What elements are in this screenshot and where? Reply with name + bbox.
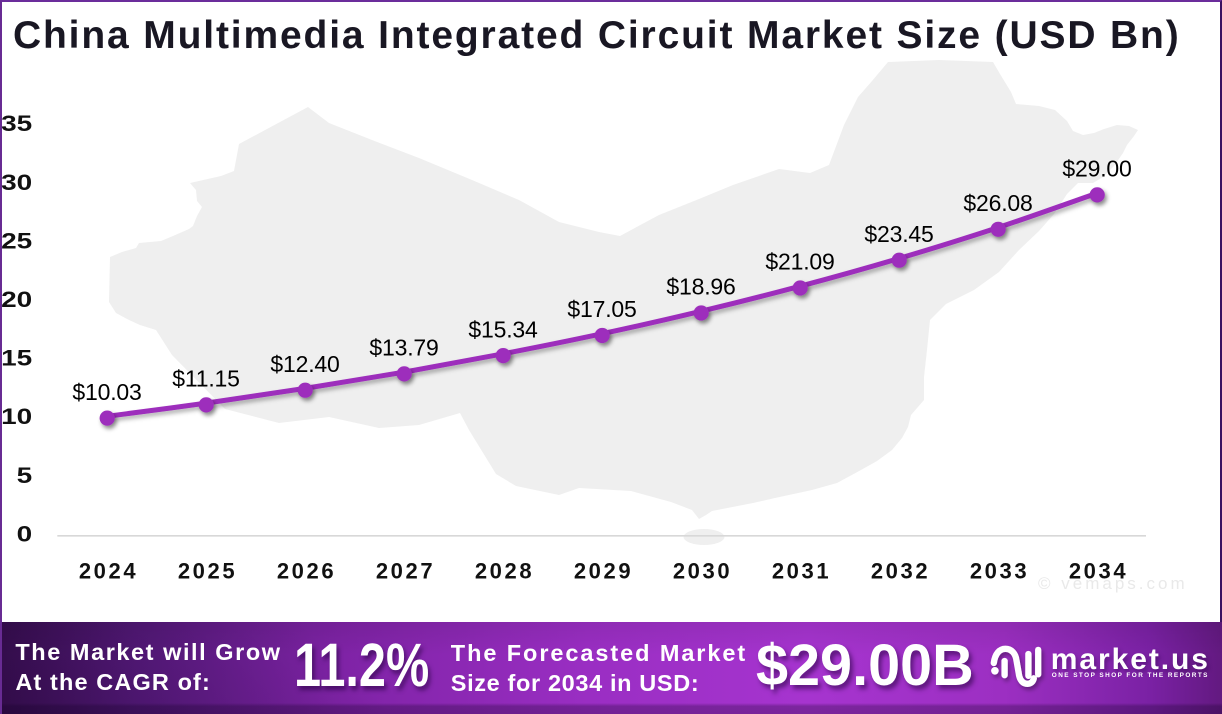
- svg-text:$26.08: $26.08: [963, 190, 1032, 216]
- svg-text:2024: 2024: [79, 559, 138, 584]
- svg-text:$18.96: $18.96: [666, 274, 735, 300]
- svg-text:15: 15: [1, 346, 32, 370]
- svg-text:25: 25: [1, 229, 32, 253]
- svg-text:2034: 2034: [1069, 559, 1128, 584]
- svg-text:$17.05: $17.05: [567, 296, 636, 322]
- svg-text:$13.79: $13.79: [369, 335, 438, 361]
- svg-text:$21.09: $21.09: [765, 249, 834, 275]
- svg-text:2032: 2032: [871, 559, 930, 584]
- svg-text:0: 0: [17, 522, 33, 546]
- svg-text:$12.40: $12.40: [270, 351, 339, 377]
- svg-text:10: 10: [1, 405, 32, 429]
- svg-text:$11.15: $11.15: [172, 366, 239, 392]
- svg-text:5: 5: [17, 464, 33, 488]
- svg-text:2026: 2026: [277, 559, 336, 584]
- svg-text:2027: 2027: [376, 559, 435, 584]
- svg-text:2030: 2030: [673, 559, 732, 584]
- svg-text:2031: 2031: [772, 559, 831, 584]
- svg-text:2033: 2033: [970, 559, 1029, 584]
- svg-text:$29.00: $29.00: [1062, 156, 1131, 182]
- svg-text:35: 35: [1, 112, 32, 136]
- svg-text:2025: 2025: [178, 559, 237, 584]
- svg-text:2029: 2029: [574, 559, 633, 584]
- svg-text:2028: 2028: [475, 559, 534, 584]
- svg-text:20: 20: [1, 288, 32, 312]
- svg-text:$10.03: $10.03: [72, 379, 141, 405]
- svg-text:$23.45: $23.45: [864, 221, 933, 247]
- svg-text:30: 30: [1, 171, 32, 195]
- svg-text:$15.34: $15.34: [468, 316, 538, 342]
